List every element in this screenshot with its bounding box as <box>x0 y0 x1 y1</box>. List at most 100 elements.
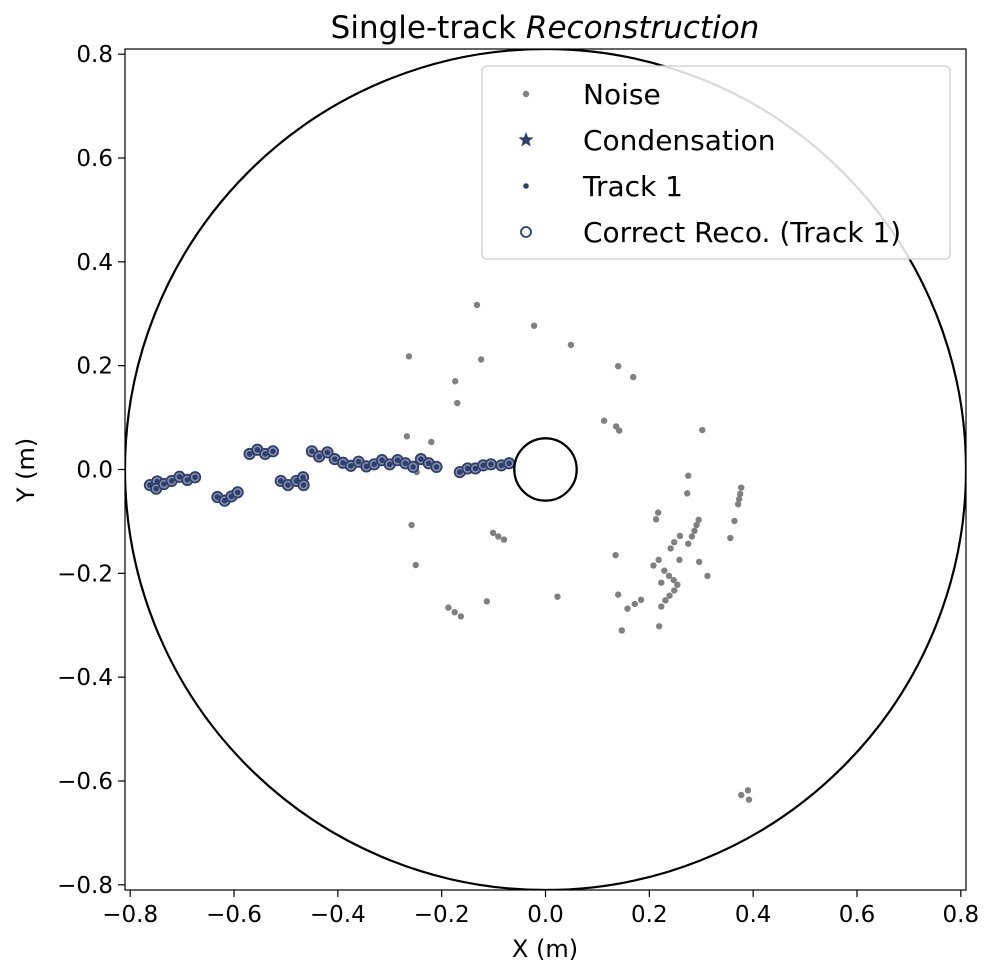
track-1-point <box>433 464 440 470</box>
y-axis-label: Y (m) <box>12 438 40 503</box>
track-1-point <box>300 482 307 488</box>
noise-point <box>685 540 692 547</box>
track-1-point <box>480 462 487 469</box>
noise-point <box>624 605 631 612</box>
noise-point <box>403 433 411 440</box>
x-tick-label: 0.8 <box>943 902 980 928</box>
noise-point <box>695 516 702 524</box>
noise-point <box>674 581 681 588</box>
noise-point <box>676 532 684 540</box>
legend-label: Noise <box>583 78 661 111</box>
x-tick-label: −0.6 <box>206 902 262 928</box>
track-1-point <box>221 497 228 504</box>
noise-point <box>670 576 677 584</box>
noise-point <box>454 399 461 407</box>
track-1-point <box>340 459 346 466</box>
noise-point <box>745 796 753 803</box>
noise-point <box>477 356 485 363</box>
y-axis-ticks: −0.8 −0.6 −0.4 −0.2 0.0 0.2 0.4 0.6 0.8 <box>57 42 125 899</box>
track-1-point <box>176 473 183 480</box>
track-1-point <box>488 461 494 468</box>
noise-point <box>688 533 696 540</box>
track-1-point <box>498 462 505 469</box>
legend-box <box>481 65 951 260</box>
noise-point <box>530 322 538 329</box>
noise-point <box>658 603 665 610</box>
track-1-point <box>262 451 268 457</box>
track-1-point <box>184 477 191 483</box>
track-1-point <box>154 478 160 485</box>
noise-point <box>630 373 637 381</box>
noise-point <box>731 517 738 525</box>
chart-title-italic: Reconstruction <box>526 10 759 46</box>
track-1-point <box>285 482 291 488</box>
track-1-point <box>410 464 416 470</box>
noise-point <box>738 791 745 799</box>
track-1-point <box>425 460 432 467</box>
track-1-point <box>161 481 167 487</box>
noise-point <box>704 572 711 580</box>
x-tick-label: 0.0 <box>527 902 564 928</box>
noise-point <box>473 301 481 309</box>
track-1-point <box>254 446 261 453</box>
noise-point <box>665 572 673 580</box>
noise-point <box>734 501 742 508</box>
legend-label: Track 1 <box>582 170 683 203</box>
track-1-point <box>293 478 300 484</box>
y-tick-label: −0.6 <box>57 769 113 795</box>
noise-point <box>500 536 508 543</box>
noise-point <box>428 438 435 446</box>
noise-point <box>667 545 674 552</box>
track-1-point <box>363 463 370 470</box>
noise-point <box>637 596 645 604</box>
y-tick-label: −0.2 <box>57 561 113 587</box>
legend-label: Condensation <box>583 124 776 157</box>
y-tick-label: −0.4 <box>57 665 113 691</box>
track-1-point <box>214 494 221 500</box>
noise-point <box>699 426 706 434</box>
track-1-point <box>464 465 471 472</box>
noise-point <box>451 378 459 385</box>
legend-marker-star <box>518 132 534 147</box>
track-1-point <box>355 458 362 465</box>
track-1-point <box>402 460 409 467</box>
legend-label: Correct Reco. (Track 1) <box>583 216 901 249</box>
noise-point <box>691 527 698 534</box>
legend-marker-dot <box>522 90 530 98</box>
track-1-point <box>457 469 463 475</box>
noise-point <box>658 579 665 586</box>
noise-point <box>618 627 626 634</box>
noise-point <box>693 521 700 529</box>
noise-point <box>408 521 415 529</box>
noise-point <box>654 509 662 516</box>
noise-point <box>676 556 683 564</box>
noise-point <box>614 362 622 370</box>
y-tick-label: 0.0 <box>76 458 113 484</box>
noise-point <box>600 417 608 424</box>
y-tick-label: −0.8 <box>57 873 113 899</box>
x-tick-label: −0.4 <box>310 902 366 928</box>
noise-point <box>735 495 743 503</box>
noise-point <box>685 472 692 479</box>
noise-point <box>684 490 691 497</box>
track-1-point <box>270 448 276 455</box>
track-1-point <box>379 457 385 463</box>
noise-point <box>727 534 734 542</box>
track-1-point <box>386 461 393 468</box>
x-tick-label: 0.6 <box>839 902 876 928</box>
track-1-point <box>394 457 401 463</box>
noise-point <box>451 609 458 616</box>
chart-title-main: Single-track <box>331 10 516 46</box>
y-tick-label: 0.6 <box>76 146 113 172</box>
x-axis-ticks: −0.8 −0.6 −0.4 −0.2 0.0 0.2 0.4 0.6 0.8 <box>102 890 979 928</box>
noise-point <box>736 490 744 498</box>
legend-marker-ring <box>520 226 532 238</box>
y-tick-label: 0.4 <box>76 250 113 276</box>
noise-point <box>616 427 623 434</box>
track-1-point <box>348 463 354 469</box>
noise-point <box>744 787 752 794</box>
track-1-point <box>192 474 198 481</box>
noise-point <box>405 353 413 360</box>
noise-point <box>495 533 502 540</box>
